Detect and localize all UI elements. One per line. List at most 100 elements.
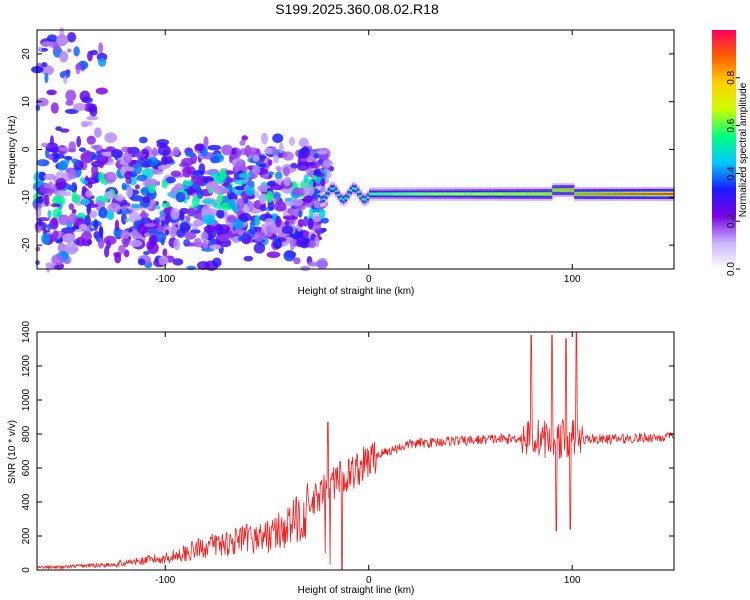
spectrogram-tone-cell bbox=[327, 190, 331, 193]
spectrogram-blob bbox=[150, 234, 158, 246]
spectrogram-tone-cell bbox=[366, 196, 370, 199]
spectrogram-x-tick-label: 0 bbox=[366, 274, 372, 285]
spectrogram-blob bbox=[306, 167, 315, 178]
spectrogram-blob bbox=[284, 220, 290, 226]
spectrogram-blob bbox=[298, 210, 303, 218]
snr-x-tick-label: -100 bbox=[155, 575, 175, 586]
spectrogram-blob bbox=[307, 261, 318, 267]
colorbar-tick-label: 0.2 bbox=[726, 214, 737, 228]
spectrogram-tone-cell bbox=[383, 192, 387, 195]
spectrogram-tone-cell bbox=[623, 192, 626, 195]
spectrogram-tone-cell bbox=[347, 193, 350, 196]
spectrogram-blob bbox=[283, 176, 291, 187]
spectrogram-blob bbox=[56, 34, 69, 47]
spectrogram-tone-cell bbox=[352, 187, 355, 190]
spectrogram-tone-cell bbox=[461, 192, 465, 195]
spectrogram-y-tick-label: -10 bbox=[21, 190, 32, 205]
spectrogram-blob bbox=[194, 143, 205, 152]
spectrogram-blob bbox=[173, 238, 181, 251]
spectrogram-blob bbox=[41, 65, 54, 76]
spectrogram-blob bbox=[203, 225, 218, 233]
spectrogram-blob bbox=[142, 196, 150, 203]
spectrogram-tone-cell bbox=[579, 192, 582, 195]
spectrogram-blob bbox=[289, 238, 295, 251]
spectrogram-blob bbox=[238, 230, 244, 237]
spectrogram-tone-cell bbox=[349, 189, 353, 192]
spectrogram-blob bbox=[201, 199, 216, 204]
spectrogram-blob bbox=[155, 205, 161, 210]
spectrogram-tone-cell bbox=[615, 192, 619, 195]
spectrogram-blob bbox=[322, 227, 327, 232]
spectrogram-blob bbox=[210, 156, 220, 164]
spectrogram-tone-cell bbox=[669, 192, 673, 195]
spectrogram-blob bbox=[126, 166, 135, 172]
spectrogram-blob bbox=[164, 213, 170, 226]
spectrogram-tone-cell bbox=[330, 187, 333, 190]
spectrogram-blob bbox=[47, 209, 52, 219]
spectrogram-blob bbox=[43, 183, 52, 189]
spectrogram-tone-cell bbox=[359, 195, 363, 198]
spectrogram-blob bbox=[313, 168, 322, 176]
spectrogram-blob bbox=[278, 142, 284, 154]
spectrogram-blob bbox=[114, 253, 122, 264]
spectrogram-blob bbox=[322, 159, 333, 167]
spectrogram-blob bbox=[170, 224, 177, 235]
spectrogram-tone-cell bbox=[642, 192, 646, 195]
spectrogram-tone-cell bbox=[584, 192, 587, 195]
spectrogram-blob bbox=[200, 231, 209, 242]
spectrogram-blob bbox=[289, 198, 304, 207]
spectrogram-tone-cell bbox=[425, 192, 428, 195]
spectrogram-tone-cell bbox=[454, 192, 458, 195]
spectrogram-blob bbox=[71, 194, 81, 204]
spectrogram-blob bbox=[97, 238, 105, 249]
spectrogram-tone-cell bbox=[544, 192, 548, 195]
colorbar-gradient bbox=[712, 30, 736, 269]
spectrogram-blob bbox=[84, 190, 93, 198]
spectrogram-y-label: Frequency (Hz) bbox=[7, 116, 18, 185]
spectrogram-tone-cell bbox=[471, 192, 475, 195]
spectrogram-blob bbox=[196, 188, 204, 199]
spectrogram-tone-cell bbox=[415, 192, 419, 195]
spectrogram-blob bbox=[292, 187, 306, 196]
spectrogram-blob bbox=[127, 146, 133, 154]
spectrogram-blob bbox=[104, 132, 117, 143]
spectrogram-tone-cell bbox=[391, 192, 394, 195]
spectrogram-blob bbox=[44, 194, 50, 207]
spectrogram-tone-cell bbox=[322, 197, 326, 200]
spectrogram-blob bbox=[225, 176, 233, 184]
spectrogram-blob bbox=[253, 242, 266, 254]
spectrogram-blob bbox=[117, 193, 123, 202]
spectrogram-tone-cell bbox=[562, 189, 565, 192]
spectrogram-blob bbox=[75, 63, 82, 70]
spectrogram-tone-cell bbox=[518, 192, 521, 195]
spectrogram-tone-cell bbox=[386, 192, 389, 195]
spectrogram-blob bbox=[44, 72, 49, 84]
spectrogram-tone-cell bbox=[378, 192, 382, 195]
spectrogram-blob bbox=[170, 170, 182, 177]
spectrogram-blob bbox=[54, 190, 67, 197]
spectrogram-tone-cell bbox=[596, 192, 599, 195]
spectrogram-tone-cell bbox=[435, 192, 438, 195]
spectrogram-blob bbox=[218, 187, 230, 194]
spectrogram-blob bbox=[104, 246, 110, 258]
snr-y-ticks: 0 200 400 600 800 1000 1200 1400 bbox=[21, 320, 674, 573]
spectrogram-blob bbox=[35, 246, 41, 252]
spectrogram-tone-cell bbox=[630, 192, 634, 195]
spectrogram-blob bbox=[95, 87, 108, 95]
snr-y-label: SNR (10 * v/v) bbox=[7, 420, 18, 484]
spectrogram-blob bbox=[318, 208, 326, 219]
spectrogram-blob bbox=[148, 183, 156, 194]
spectrogram-blob bbox=[123, 151, 133, 164]
spectrogram-tone-cell bbox=[430, 192, 433, 195]
spectrogram-tone-cell bbox=[601, 192, 604, 195]
snr-y-tick-label: 0 bbox=[21, 567, 32, 573]
spectrogram-tone-cell bbox=[332, 187, 336, 190]
spectrogram-blob bbox=[50, 203, 61, 208]
spectrogram-blob bbox=[239, 140, 246, 146]
spectrogram-tone-cell bbox=[486, 192, 490, 195]
spectrogram-blob bbox=[59, 70, 71, 79]
spectrogram-blob bbox=[165, 229, 170, 236]
spectrogram-blob bbox=[283, 250, 296, 262]
spectrogram-tone-cell bbox=[522, 192, 526, 195]
spectrogram-blob bbox=[309, 207, 314, 220]
